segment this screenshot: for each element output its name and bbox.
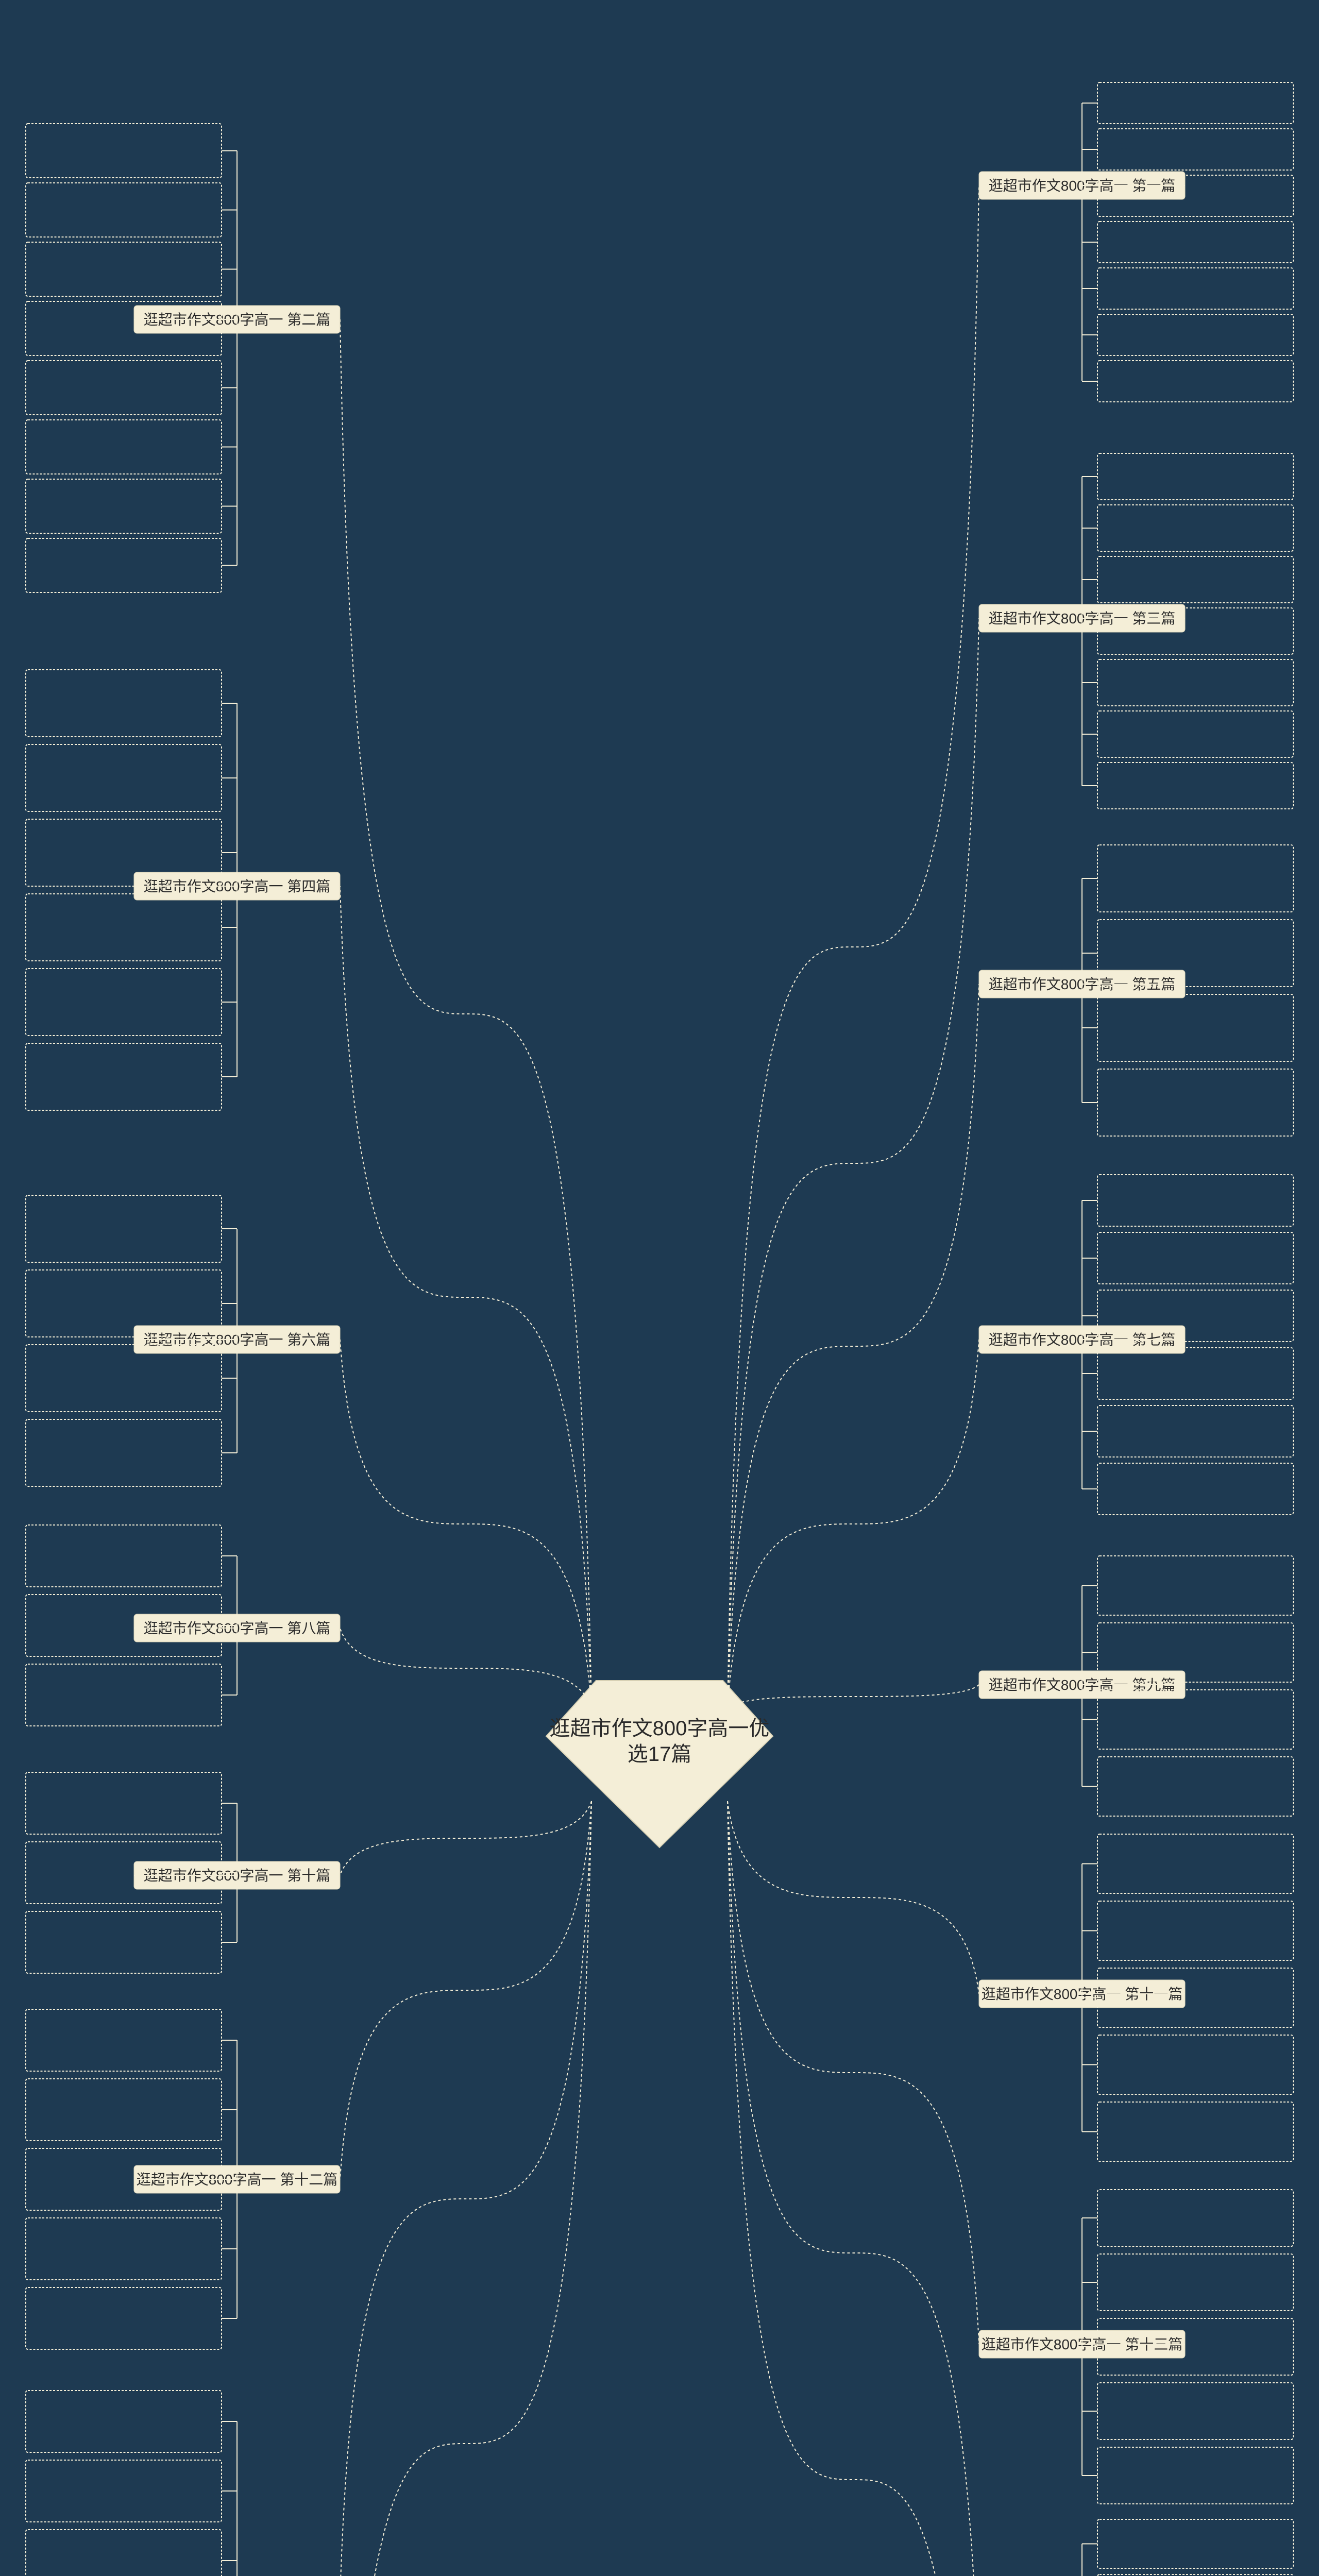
leaf-node [1097, 82, 1293, 124]
leaf-node [26, 1772, 222, 1834]
edge-center-to-branch [728, 1801, 979, 2576]
edge-center-to-branch [728, 185, 979, 1708]
leaf-node [26, 1043, 222, 1110]
leaf-node [1097, 1348, 1293, 1399]
leaf-node [26, 2287, 222, 2349]
leaf-node [1097, 1901, 1293, 1960]
leaf-node [1097, 1463, 1293, 1515]
leaf-node [26, 2530, 222, 2576]
leaf-node [1097, 129, 1293, 170]
edge-center-to-branch [340, 1801, 591, 1875]
leaf-node [1097, 1069, 1293, 1136]
leaf-node [1097, 1405, 1293, 1457]
leaf-node [1097, 659, 1293, 706]
leaf-node [1097, 762, 1293, 809]
leaf-node [1097, 2190, 1293, 2246]
leaf-node [26, 1345, 222, 1412]
leaf-node [1097, 1175, 1293, 1226]
edge-center-to-branch [340, 1801, 591, 2576]
leaf-node [26, 969, 222, 1036]
leaf-node [26, 1195, 222, 1262]
edge-center-to-branch [340, 886, 591, 1708]
leaf-node [1097, 1834, 1293, 1893]
leaf-node [1097, 994, 1293, 1061]
leaf-node [1097, 2254, 1293, 2311]
leaf-node [1097, 1556, 1293, 1615]
leaf-node [26, 242, 222, 296]
leaf-node [26, 2391, 222, 2452]
leaf-node [26, 124, 222, 178]
edge-center-to-branch [340, 319, 591, 1708]
leaf-node [26, 1911, 222, 1973]
leaf-node [26, 538, 222, 592]
leaf-node [26, 2460, 222, 2522]
edge-center-to-branch [340, 1340, 591, 1708]
edge-center-to-branch [728, 1801, 979, 2576]
leaf-node [1097, 361, 1293, 402]
edge-center-to-branch [728, 984, 979, 1708]
edge-center-to-branch [340, 1628, 591, 1708]
leaf-node [26, 183, 222, 237]
leaf-node [1097, 222, 1293, 263]
edge-center-to-branch [728, 1801, 979, 2344]
leaf-node [1097, 556, 1293, 603]
leaf-node [26, 1525, 222, 1587]
edge-center-to-branch [340, 1801, 591, 2179]
leaf-node [26, 361, 222, 415]
leaf-node [1097, 2383, 1293, 2439]
leaf-node [1097, 505, 1293, 551]
edge-center-to-branch [728, 1685, 979, 1708]
leaf-node [1097, 453, 1293, 500]
leaf-node [1097, 2519, 1293, 2568]
leaf-node [26, 1664, 222, 1726]
leaf-node [26, 2079, 222, 2141]
leaf-node [26, 894, 222, 961]
edge-center-to-branch [340, 1801, 591, 2576]
mindmap-canvas: 逛超市作文800字高一优选17篇逛超市作文800字高一 第一篇逛超市作文800字… [0, 0, 1319, 2576]
leaf-node [1097, 2447, 1293, 2504]
leaf-node [26, 479, 222, 533]
leaf-node [1097, 268, 1293, 309]
leaf-node [26, 2009, 222, 2071]
leaf-node [1097, 711, 1293, 757]
leaf-node [1097, 2102, 1293, 2161]
leaf-node [26, 2218, 222, 2280]
leaf-node [26, 670, 222, 737]
leaf-node [1097, 1757, 1293, 1816]
edge-center-to-branch [728, 1801, 979, 1994]
edge-center-to-branch [728, 618, 979, 1708]
leaf-node [26, 1419, 222, 1486]
leaf-node [1097, 1232, 1293, 1284]
leaf-node [1097, 2035, 1293, 2094]
leaf-node [1097, 314, 1293, 355]
edge-center-to-branch [728, 1340, 979, 1708]
leaf-node [26, 420, 222, 474]
leaf-node [26, 744, 222, 811]
leaf-node [1097, 845, 1293, 912]
